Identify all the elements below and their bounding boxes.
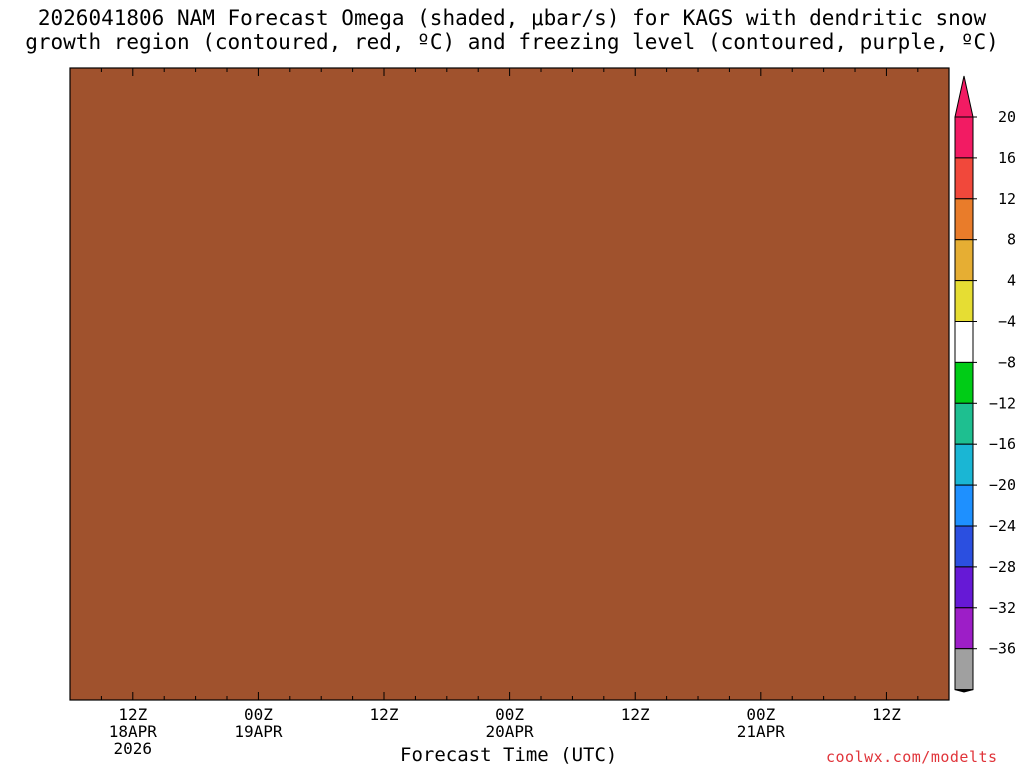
- colorbar-label: −8: [998, 353, 1016, 371]
- colorbar-label: −32: [989, 599, 1016, 617]
- colorbar-label: −28: [989, 558, 1016, 576]
- x-tick-label: 00Z: [495, 705, 524, 724]
- ground-layer: [70, 68, 949, 700]
- colorbar-swatch: [954, 443, 974, 486]
- colorbar-label: −20: [989, 476, 1016, 494]
- colorbar-swatch: [954, 116, 974, 159]
- colorbar-label: −16: [989, 435, 1016, 453]
- chart-title-line1: 2026041806 NAM Forecast Omega (shaded, μ…: [37, 6, 987, 30]
- colorbar-swatch: [954, 484, 974, 527]
- colorbar-label: −12: [989, 394, 1016, 412]
- colorbar-label: 12: [998, 190, 1016, 208]
- colorbar-swatch: [954, 648, 974, 691]
- colorbar-swatch: [954, 525, 974, 568]
- colorbar-label: 16: [998, 149, 1016, 167]
- colorbar-swatch: [954, 607, 974, 650]
- colorbar-swatch: [954, 361, 974, 404]
- colorbar-label: 4: [1007, 272, 1016, 290]
- colorbar-bottom-arrow: [954, 689, 974, 693]
- x-tick-label: 20APR: [486, 722, 535, 741]
- colorbar-swatch: [954, 321, 974, 363]
- colorbar-label: −36: [989, 640, 1016, 658]
- ground-terrain: [70, 68, 949, 700]
- chart-title-line2: growth region (contoured, red, ºC) and f…: [25, 30, 999, 54]
- x-tick-label: 00Z: [746, 705, 775, 724]
- axes-layer: 5255505756006256506757007257507758008258…: [69, 67, 950, 758]
- x-tick-label: 21APR: [737, 722, 786, 741]
- colorbar-swatch: [954, 157, 974, 200]
- credit-link[interactable]: coolwx.com/modelts: [826, 748, 998, 766]
- colorbar-top-arrow: [954, 75, 974, 118]
- x-tick-label: 12Z: [118, 705, 147, 724]
- x-tick-label: 19APR: [234, 722, 283, 741]
- x-tick-label: 00Z: [244, 705, 273, 724]
- x-tick-label: 2026: [114, 739, 153, 758]
- colorbar-label: −4: [998, 313, 1016, 331]
- x-tick-label: 12Z: [370, 705, 399, 724]
- colorbar-label: −24: [989, 517, 1016, 535]
- colorbar-swatch: [954, 566, 974, 609]
- x-tick-label: 12Z: [872, 705, 901, 724]
- colorbar-label: 20: [998, 108, 1016, 126]
- colorbar: 20 16 12 8 4 −4 −8 −12 −16 −20 −24 −28 −32 −36: [954, 75, 1016, 693]
- colorbar-swatch: [954, 198, 974, 241]
- x-axis-title: Forecast Time (UTC): [400, 744, 618, 766]
- colorbar-swatch: [954, 402, 974, 445]
- x-tick-label: 18APR: [109, 722, 158, 741]
- x-tick-label: 12Z: [621, 705, 650, 724]
- colorbar-swatch: [954, 239, 974, 282]
- colorbar-label: 8: [1007, 231, 1016, 249]
- chart-title: 2026041806 NAM Forecast Omega (shaded, μ…: [0, 6, 1024, 54]
- colorbar-swatch: [954, 280, 974, 323]
